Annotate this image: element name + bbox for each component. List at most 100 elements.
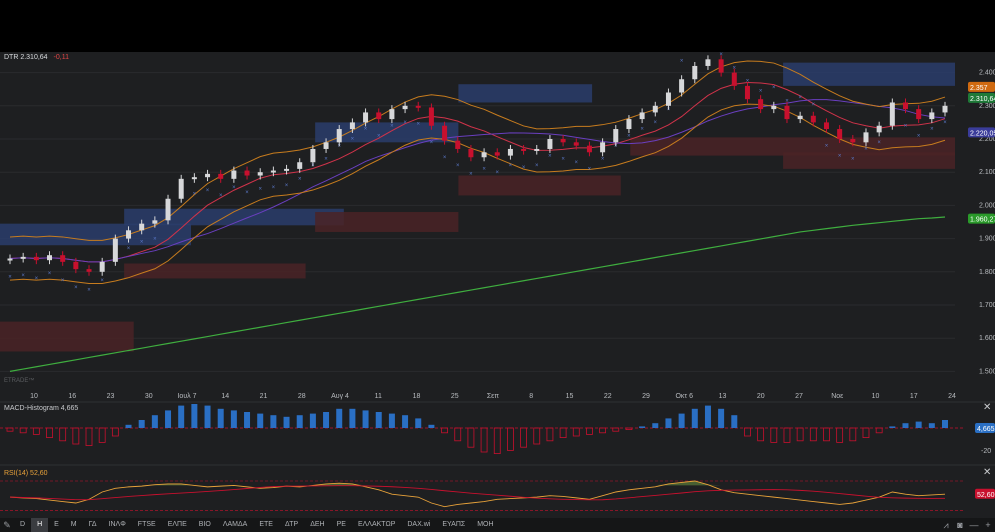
rsi-badge-text: 52,60	[977, 492, 995, 499]
price-tick: 1.700	[979, 302, 995, 309]
macd-bar	[257, 413, 264, 428]
sar-marker: ×	[272, 185, 276, 191]
macd-bar	[270, 415, 277, 428]
macd-bar	[889, 426, 896, 428]
macd-bar	[138, 420, 145, 428]
sar-marker: ×	[153, 236, 157, 242]
timeframe-item[interactable]: DAX.wi	[407, 521, 431, 528]
blue-zone	[458, 84, 593, 103]
sar-marker: ×	[298, 177, 302, 183]
sar-marker: ×	[285, 183, 289, 189]
macd-close-icon[interactable]: ✕	[983, 402, 992, 413]
candle-body	[771, 105, 777, 110]
timeframe-item[interactable]: H	[31, 518, 49, 532]
sar-marker: ×	[219, 193, 223, 199]
price-badge-text: 2.357	[970, 85, 988, 92]
macd-bar	[480, 427, 488, 453]
sar-marker: ×	[917, 133, 921, 139]
camera-icon[interactable]: ◙	[957, 520, 963, 530]
sar-marker: ×	[864, 147, 868, 153]
price-tick: 1.500	[979, 368, 995, 375]
timeframe-item[interactable]: ΙΝΛΦ	[108, 521, 126, 528]
rsi-label: RSI(14) 52,60	[4, 470, 48, 477]
timeframe-item[interactable]: ΜΟΗ	[477, 521, 494, 528]
candle-body	[705, 59, 711, 66]
red-zone	[124, 263, 306, 279]
sar-marker: ×	[35, 276, 39, 282]
chart-area[interactable]: × × × × × × × × × × × × × × × × × × × × × × × × × × × × × × × × × × × × × × × ×…	[0, 52, 995, 518]
timeframe-item[interactable]: E	[54, 521, 59, 528]
sar-marker: ×	[232, 185, 236, 191]
watermark: ETRADE™	[4, 378, 35, 384]
plus-icon[interactable]: +	[985, 520, 991, 530]
red-zone	[783, 152, 955, 169]
timeframe-item[interactable]: M	[70, 521, 77, 528]
macd-bar	[32, 427, 40, 435]
x-tick: 8	[529, 393, 533, 400]
timeframe-item[interactable]: ΕΥΑΠΣ	[442, 521, 466, 528]
timeframe-item[interactable]: ΕΛΛΑΚΤΩΡ	[357, 521, 396, 528]
macd-bar	[217, 408, 224, 428]
x-tick: 25	[451, 393, 459, 400]
timeframe-item[interactable]: ΕΛΠΕ	[167, 521, 187, 528]
macd-bar	[388, 413, 395, 428]
macd-badge	[975, 423, 995, 433]
macd-bar	[402, 415, 409, 428]
candle-body	[731, 72, 737, 86]
macd-bar	[612, 427, 620, 432]
macd-bar	[204, 405, 211, 428]
sar-marker: ×	[575, 160, 579, 166]
chart-type-icon[interactable]: ⩘	[943, 519, 949, 530]
macd-bar	[191, 404, 198, 428]
candle-body	[929, 112, 935, 120]
timeframe-item[interactable]: ΓΔ	[88, 521, 97, 528]
rsi-ma-line	[9, 485, 946, 501]
pencil-icon[interactable]: ✎	[3, 519, 11, 530]
candle-body	[205, 173, 211, 178]
candle-body	[86, 269, 92, 272]
candle-body	[244, 170, 250, 176]
macd-bar	[928, 423, 935, 428]
sar-marker: ×	[588, 167, 592, 173]
rsi-close-icon[interactable]: ✕	[983, 467, 992, 478]
macd-badge-text: 4,665	[977, 426, 995, 433]
timeframe-item[interactable]: ΔΕΗ	[310, 521, 325, 528]
macd-bar	[546, 427, 554, 442]
candle-body	[415, 105, 421, 108]
macd-bar	[415, 418, 422, 428]
macd-bar	[244, 412, 251, 428]
sar-marker: ×	[61, 278, 65, 284]
macd-bar	[731, 415, 738, 428]
ma-long-line	[9, 99, 946, 263]
sar-marker: ×	[87, 288, 91, 294]
candle-body	[837, 129, 843, 139]
x-tick: 21	[260, 393, 268, 400]
sar-marker: ×	[943, 120, 947, 126]
x-tick: 17	[910, 393, 918, 400]
x-tick: 23	[107, 393, 115, 400]
timeframe-item[interactable]: ΒΙΟ	[198, 521, 211, 528]
x-tick: 16	[68, 393, 76, 400]
candle-body	[60, 255, 66, 262]
candle-body	[218, 173, 224, 179]
sar-marker: ×	[324, 157, 328, 163]
timeframe-item[interactable]: D	[20, 521, 26, 528]
candle-body	[626, 119, 632, 130]
timeframe-item[interactable]: ΡΕ	[336, 521, 346, 528]
macd-bar	[718, 408, 725, 428]
timeframe-item[interactable]: ΕΤΕ	[259, 521, 273, 528]
x-tick: 18	[413, 393, 421, 400]
x-tick: 10	[30, 393, 38, 400]
red-zone	[630, 137, 955, 156]
sar-marker: ×	[351, 137, 355, 143]
timeframe-item[interactable]: ΔΤΡ	[284, 521, 299, 528]
macd-bar	[428, 424, 435, 428]
timeframe-item[interactable]: ΛΑΜΔΑ	[222, 521, 248, 528]
minimize-icon[interactable]: —	[969, 520, 979, 530]
macd-bar	[349, 408, 356, 428]
timeframe-item[interactable]: FTSE	[137, 521, 156, 528]
candle-body	[376, 112, 382, 120]
candle-body	[718, 59, 724, 73]
chart-svg[interactable]: × × × × × × × × × × × × × × × × × × × × × × × × × × × × × × × × × × × × × × × ×…	[0, 52, 995, 518]
sar-marker: ×	[140, 240, 144, 246]
